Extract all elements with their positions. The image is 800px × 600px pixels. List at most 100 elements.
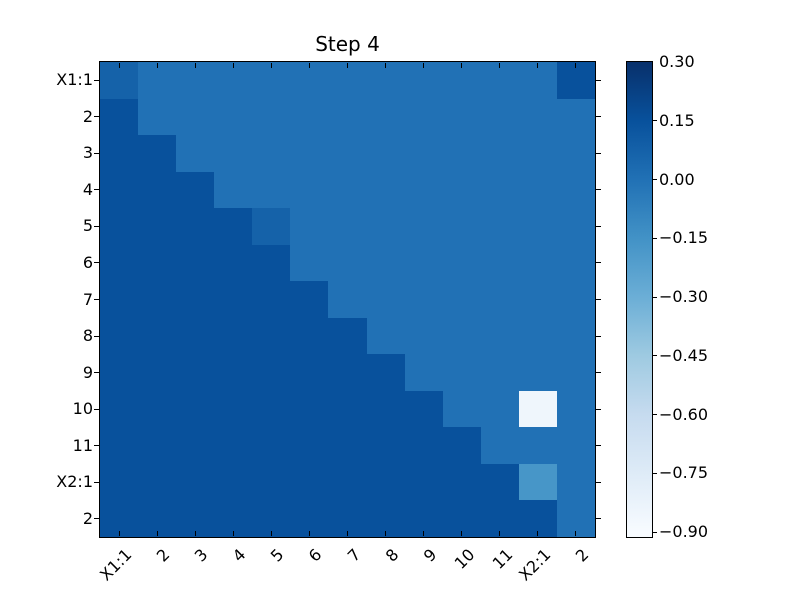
heatmap-cell — [442, 463, 482, 502]
axis-tick — [156, 63, 158, 68]
axis-tick — [308, 63, 310, 68]
axis-tick — [347, 63, 348, 68]
heatmap-cell — [176, 62, 215, 100]
axis-tick — [653, 179, 657, 180]
heatmap-cell — [252, 317, 292, 355]
heatmap-cell — [100, 244, 139, 282]
axis-tick — [94, 481, 99, 483]
heatmap-cell — [442, 281, 482, 319]
heatmap-cell — [480, 500, 520, 537]
heatmap-cell — [442, 62, 482, 100]
heatmap-cell — [556, 463, 595, 502]
y-tick-label: 9 — [82, 362, 93, 382]
colorbar-tick-label: −0.15 — [659, 228, 709, 248]
heatmap-cell — [366, 390, 406, 429]
heatmap-cell — [442, 135, 482, 173]
y-tick-label: 8 — [82, 326, 93, 346]
heatmap-cell — [328, 390, 368, 429]
heatmap-cell — [404, 317, 444, 355]
heatmap-cell — [328, 427, 368, 465]
heatmap-cell — [214, 317, 253, 355]
y-tick-label: X1:1 — [56, 70, 93, 90]
heatmap-cell — [328, 208, 368, 246]
heatmap-cell — [366, 244, 406, 282]
heatmap-cell — [138, 208, 177, 246]
axis-tick — [94, 408, 99, 410]
heatmap-cell — [556, 62, 595, 100]
axis-tick — [596, 152, 601, 154]
heatmap-cell — [518, 463, 558, 502]
colorbar-gradient — [627, 62, 652, 537]
axis-tick — [461, 63, 463, 68]
heatmap-cell — [328, 244, 368, 282]
heatmap-cell — [556, 427, 595, 465]
heatmap-cell — [214, 281, 253, 319]
heatmap-cell — [138, 244, 177, 282]
colorbar-tick-label: 0.00 — [659, 169, 695, 189]
axis-tick — [270, 531, 272, 536]
heatmap-cell — [176, 354, 215, 392]
heatmap-cell — [328, 500, 368, 537]
heatmap-cell — [328, 171, 368, 209]
axis-tick — [596, 445, 601, 447]
heatmap-cell — [252, 171, 292, 209]
heatmap-cell — [442, 171, 482, 209]
heatmap-cell — [480, 317, 520, 355]
heatmap-cell — [518, 171, 558, 209]
heatmap-cell — [290, 354, 330, 392]
axis-tick — [596, 189, 601, 191]
axis-tick — [94, 262, 99, 264]
heatmap-cell — [176, 500, 215, 537]
heatmap-cell — [404, 354, 444, 392]
axis-tick — [653, 472, 657, 474]
axis-tick — [596, 79, 601, 81]
heatmap-cell — [100, 62, 139, 100]
heatmap-cell — [442, 317, 482, 355]
heatmap-cell — [100, 317, 139, 355]
y-tick-label: X2:1 — [56, 472, 93, 492]
heatmap-cell — [252, 281, 292, 319]
heatmap-cell — [556, 281, 595, 319]
heatmap-cell — [100, 390, 139, 429]
heatmap-cell — [252, 208, 292, 246]
heatmap-cell — [556, 98, 595, 136]
heatmap-cell — [100, 354, 139, 392]
heatmap-cell — [138, 354, 177, 392]
heatmap-cell — [252, 98, 292, 136]
heatmap-cell — [404, 62, 444, 100]
heatmap-cell — [366, 281, 406, 319]
axis-tick — [653, 237, 657, 239]
heatmap-cell — [290, 281, 330, 319]
heatmap-cell — [518, 500, 558, 537]
heatmap-cell — [404, 208, 444, 246]
heatmap-cell — [518, 281, 558, 319]
heatmap-cell — [290, 500, 330, 537]
axis-tick — [270, 63, 272, 68]
axis-tick — [94, 116, 99, 118]
heatmap-cell — [214, 62, 253, 100]
heatmap-cell — [328, 317, 368, 355]
heatmap-cell — [100, 427, 139, 465]
heatmap-cell — [480, 171, 520, 209]
colorbar-tick-label: 0.30 — [659, 52, 695, 71]
axis-tick — [461, 531, 463, 536]
axis-tick — [499, 531, 501, 536]
axis-tick — [653, 414, 657, 415]
heatmap-cell — [138, 62, 177, 100]
colorbar — [626, 61, 653, 538]
axis-tick — [596, 518, 601, 520]
heatmap-cell — [252, 427, 292, 465]
heatmap-cell — [480, 390, 520, 429]
axis-tick — [596, 116, 601, 118]
y-tick-label: 2 — [82, 508, 93, 528]
axis-tick — [596, 335, 601, 337]
heatmap-cell — [556, 171, 595, 209]
heatmap-cell — [518, 244, 558, 282]
heatmap-cell — [556, 208, 595, 246]
axis-tick — [423, 63, 425, 68]
axis-tick — [232, 531, 234, 536]
colorbar-tick-label: −0.45 — [659, 345, 709, 365]
heatmap-cell — [404, 500, 444, 537]
axis-tick — [94, 518, 99, 520]
heatmap-cell — [518, 62, 558, 100]
